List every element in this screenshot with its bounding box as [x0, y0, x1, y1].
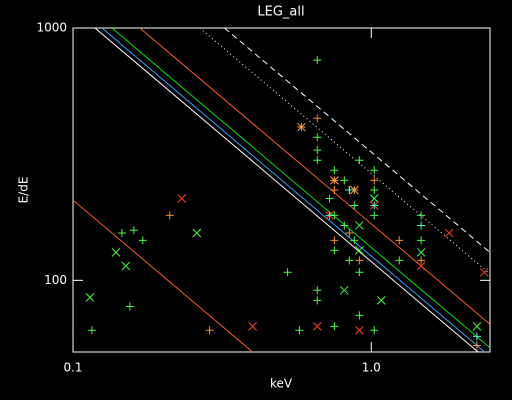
data-point [295, 326, 304, 335]
data-point [125, 302, 134, 311]
resolution-line [111, 28, 490, 349]
data-point [345, 229, 354, 238]
data-point [192, 228, 202, 238]
data-point [417, 221, 426, 230]
data-point [370, 201, 379, 210]
data-point [472, 322, 482, 331]
data-point [330, 236, 339, 245]
data-point [355, 256, 364, 265]
data-point [330, 176, 339, 185]
resolution-line [73, 199, 253, 352]
data-point [339, 285, 349, 295]
data-point [369, 194, 379, 203]
data-point [313, 133, 322, 142]
data-point [283, 268, 292, 277]
data-point [355, 245, 364, 255]
data-point [313, 286, 322, 295]
data-point [205, 326, 214, 335]
data-point [416, 248, 426, 257]
data-point [330, 246, 339, 255]
data-point [325, 194, 334, 203]
data-point [121, 261, 131, 271]
data-point [313, 114, 322, 123]
data-point [313, 56, 322, 65]
data-point [376, 296, 386, 305]
data-point [313, 296, 322, 305]
data-point [330, 322, 339, 331]
data-point [350, 236, 359, 245]
data-point [370, 166, 379, 175]
data-point [355, 156, 364, 165]
data-point [248, 322, 257, 331]
data-point [325, 211, 334, 220]
data-point [297, 122, 306, 132]
x-tick-label: 1.0 [362, 361, 381, 375]
y-tick-label: 100 [44, 273, 67, 287]
data-point [355, 311, 364, 320]
data-point [370, 186, 379, 195]
data-point [313, 146, 322, 155]
data-point [444, 228, 454, 238]
chart-title: LEG_all [257, 5, 304, 20]
data-point [340, 176, 349, 185]
data-point [312, 322, 322, 331]
data-point [349, 185, 359, 195]
data-point [417, 236, 426, 245]
data-point [138, 236, 147, 245]
data-point [417, 256, 426, 265]
data-point [370, 176, 379, 185]
data-point [129, 226, 138, 235]
resolution-line [224, 28, 490, 253]
resolution-line [101, 28, 486, 352]
resolution-line [139, 28, 490, 325]
data-point [416, 261, 426, 271]
plot-frame [72, 27, 491, 353]
x-tick-label: 0.1 [63, 361, 82, 375]
data-point [417, 211, 426, 220]
data-point [355, 221, 364, 230]
x-axis-label: keV [270, 377, 293, 391]
data-point [395, 256, 404, 265]
data-point [472, 341, 481, 350]
data-point [395, 236, 404, 245]
data-point [85, 293, 95, 302]
resolution-line [94, 28, 479, 352]
data-point [313, 156, 322, 165]
data-point [370, 326, 379, 335]
data-point [345, 256, 354, 265]
data-point [472, 332, 481, 341]
resolution-line [199, 28, 490, 275]
data-point [111, 248, 121, 257]
data-point [345, 186, 354, 195]
data-point [87, 326, 96, 335]
data-point [330, 186, 339, 195]
data-point [355, 268, 364, 277]
data-point [330, 166, 339, 175]
data-point [355, 325, 364, 335]
data-point [479, 267, 489, 277]
y-tick-label: 1000 [36, 21, 67, 35]
data-point [370, 211, 379, 220]
data-point [350, 201, 359, 210]
data-point [165, 211, 174, 220]
y-axis-label: E/dE [17, 177, 31, 204]
data-point [117, 229, 126, 238]
data-point [340, 221, 349, 230]
data-point [177, 194, 187, 203]
